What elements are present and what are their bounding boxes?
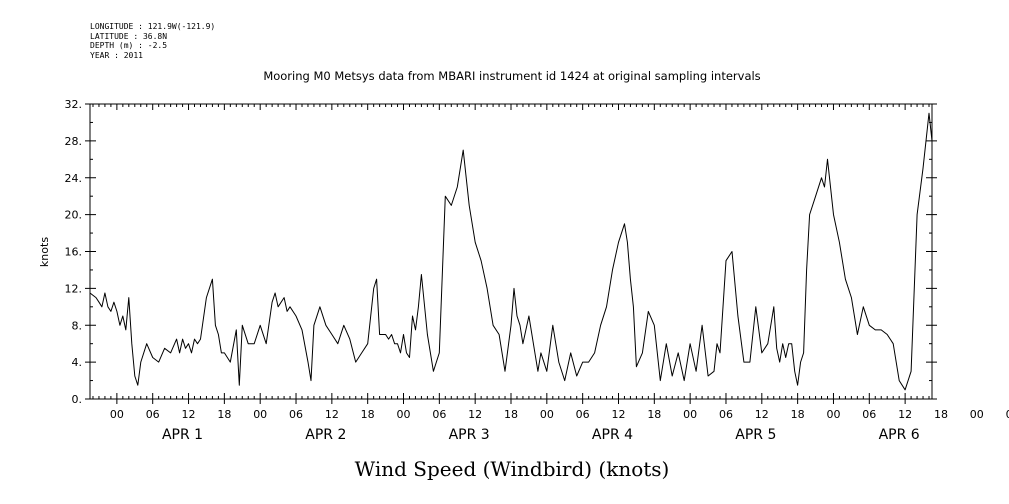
- latitude-label: LATITUDE : 36.8N: [90, 31, 168, 41]
- chart-title: Mooring M0 Metsys data from MBARI instru…: [263, 69, 760, 83]
- x-hour-tick-label: 06: [1006, 408, 1009, 421]
- year-label: YEAR : 2011: [90, 50, 143, 60]
- x-day-label: APR 4: [592, 427, 633, 443]
- plot-frame: [89, 103, 933, 400]
- x-axis-label: Wind Speed (Windbird) (knots): [355, 457, 670, 481]
- y-tick-label: 4.: [72, 356, 83, 369]
- x-hour-tick-label: 18: [647, 408, 661, 421]
- x-day-label: APR 1: [162, 427, 203, 443]
- tick-group: [85, 103, 937, 404]
- y-tick-label: 8.: [72, 319, 83, 332]
- x-hour-tick-label: 18: [791, 408, 805, 421]
- x-day-label: APR 5: [735, 427, 776, 443]
- x-hour-tick-label: 06: [432, 408, 446, 421]
- x-hour-tick-label: 12: [611, 408, 625, 421]
- x-hour-tick-label: 06: [289, 408, 303, 421]
- x-day-label: APR 2: [305, 427, 346, 443]
- y-tick-label: 0.: [72, 393, 83, 406]
- x-hour-tick-label: 18: [504, 408, 518, 421]
- longitude-label: LONGITUDE : 121.9W(-121.9): [90, 22, 216, 31]
- metadata-block: LONGITUDE : 121.9W(-121.9) LATITUDE : 36…: [90, 22, 215, 60]
- x-hour-tick-label: 00: [110, 408, 124, 421]
- y-tick-label: 20.: [65, 209, 83, 222]
- x-hour-tick-label: 06: [576, 408, 590, 421]
- x-hour-tick-label: 18: [361, 408, 375, 421]
- x-hour-tick-label: 06: [146, 408, 160, 421]
- x-hour-tick-label: 00: [540, 408, 554, 421]
- x-hour-tick-label: 06: [719, 408, 733, 421]
- y-tick-label: 24.: [65, 172, 83, 185]
- x-hour-tick-label: 18: [934, 408, 948, 421]
- wind-speed-series-line: [89, 112, 933, 391]
- x-day-label: APR 3: [449, 427, 490, 443]
- x-hour-tick-label: 12: [182, 408, 196, 421]
- depth-label: DEPTH (m) : -2.5: [90, 41, 168, 50]
- y-tick-label: 32.: [65, 98, 83, 111]
- x-hour-tick-label: 12: [325, 408, 339, 421]
- x-hour-tick-label: 06: [862, 408, 876, 421]
- y-tick-label: 12.: [65, 282, 83, 295]
- y-axis-label: knots: [38, 237, 51, 267]
- x-hour-tick-label: 12: [898, 408, 912, 421]
- x-hour-tick-label: 00: [826, 408, 840, 421]
- x-hour-tick-label: 00: [683, 408, 697, 421]
- y-tick-label: 28.: [65, 135, 83, 148]
- x-hour-tick-label: 00: [397, 408, 411, 421]
- x-day-label: APR 6: [879, 427, 920, 443]
- x-hour-tick-label: 12: [468, 408, 482, 421]
- tick-label-group: 0. 4. 8. 12. 16. 20. 24. 28. 32. 00 06 12 18 00 06 12 18…: [65, 98, 1009, 443]
- y-tick-label: 16.: [65, 246, 83, 259]
- x-hour-tick-label: 12: [755, 408, 769, 421]
- x-hour-tick-label: 18: [217, 408, 231, 421]
- x-hour-tick-label: 00: [253, 408, 267, 421]
- x-hour-tick-label: 00: [970, 408, 984, 421]
